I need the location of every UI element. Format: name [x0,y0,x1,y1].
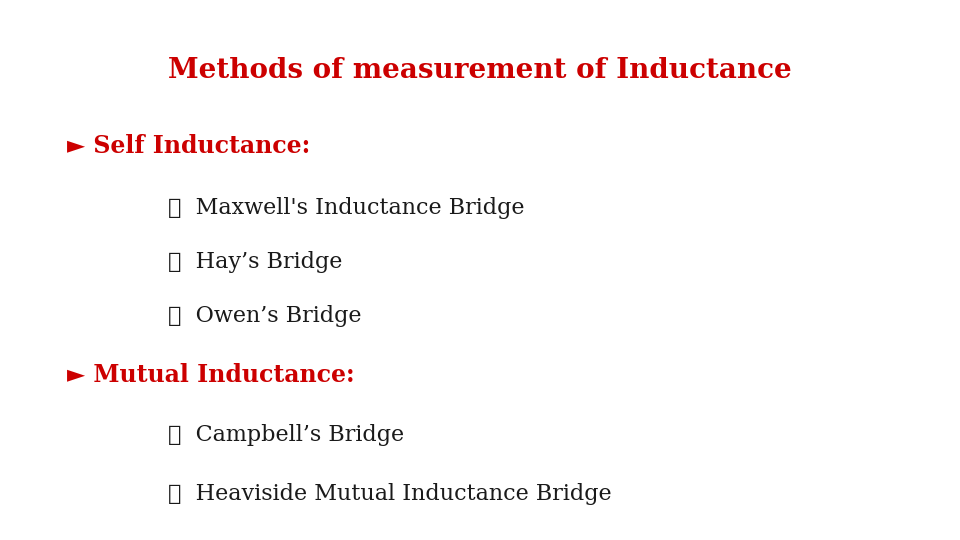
Text: ✓  Owen’s Bridge: ✓ Owen’s Bridge [168,305,362,327]
Text: ✓  Hay’s Bridge: ✓ Hay’s Bridge [168,251,343,273]
Text: ✓  Campbell’s Bridge: ✓ Campbell’s Bridge [168,424,404,446]
Text: ► Mutual Inductance:: ► Mutual Inductance: [67,363,355,387]
Text: Methods of measurement of Inductance: Methods of measurement of Inductance [168,57,792,84]
Text: ✓  Heaviside Mutual Inductance Bridge: ✓ Heaviside Mutual Inductance Bridge [168,483,612,505]
Text: ✓  Maxwell's Inductance Bridge: ✓ Maxwell's Inductance Bridge [168,197,524,219]
Text: ► Self Inductance:: ► Self Inductance: [67,134,310,158]
